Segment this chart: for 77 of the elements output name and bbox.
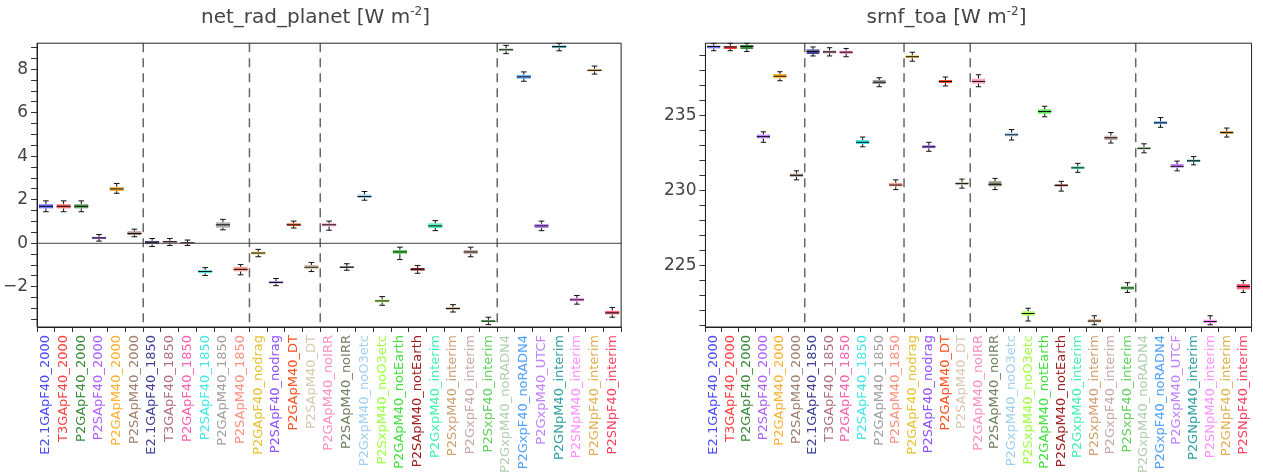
x-tick-label: P2SApF40_2000 bbox=[90, 335, 106, 441]
x-tick-label: P2GxpM40_noO3etc bbox=[355, 335, 371, 467]
x-tick-label: P2SNpM40_interim bbox=[1201, 335, 1217, 459]
x-tick-label: P2SNpM40_interim bbox=[568, 335, 584, 459]
x-tick-label: P2GApM40_DT bbox=[936, 334, 952, 431]
x-tick-label: P2GApF40_nodrag bbox=[249, 335, 265, 455]
x-tick-label: P2GApM40_notEarth bbox=[391, 335, 407, 469]
x-tick-label: P2GNpM40_interim bbox=[1185, 335, 1201, 461]
x-tick-label: P2GApM40_2000 bbox=[108, 335, 124, 446]
x-tick-label: E2.1GApF40_1850 bbox=[143, 335, 159, 455]
y-tick-label: 0 bbox=[17, 231, 29, 252]
x-tick-label: P2SApF40_2000 bbox=[754, 335, 770, 441]
x-tick-label: P2GApF40_1850 bbox=[178, 335, 194, 442]
x-tick-label: P2GApF40_2000 bbox=[72, 335, 88, 442]
x-tick-label: P2GApM40_noIRR bbox=[969, 335, 985, 451]
x-tick-label: T3GApF40_2000 bbox=[54, 335, 70, 444]
x-tick-label: T3GApF40_1850 bbox=[820, 335, 836, 444]
x-tick-label: T3GApF40_1850 bbox=[161, 335, 177, 444]
x-tick-label: P2GxpM40_interim bbox=[426, 335, 442, 458]
y-tick-label: −2 bbox=[3, 275, 29, 296]
x-tick-label: P2GxpF40_noRADN4 bbox=[515, 335, 531, 470]
x-tick-label: P2SApM40_noIRR bbox=[338, 335, 354, 450]
y-tick-label: 235 bbox=[663, 103, 697, 124]
y-tick-label: 2 bbox=[17, 188, 29, 209]
x-tick-label: P2SApM40_notEarth bbox=[1052, 335, 1068, 468]
x-tick-label: P2SNpF40_interim bbox=[1234, 335, 1250, 455]
x-tick-label: P2GApM40_noIRR bbox=[320, 335, 336, 451]
x-tick-label: P2GApM40_1850 bbox=[870, 335, 886, 446]
x-tick-label: P2SApM40_notEarth bbox=[408, 335, 424, 468]
x-tick-label: P2GNpF40_interim bbox=[1218, 335, 1234, 457]
x-tick-label: P2SxpF40_interim bbox=[479, 335, 495, 453]
x-tick-label: E2.1GApF40_2000 bbox=[705, 335, 721, 455]
x-tick-label: P2SApM40_DT bbox=[302, 334, 318, 429]
x-tick-label: P2GxpM40_UTCF bbox=[532, 335, 548, 445]
y-tick-label: 6 bbox=[17, 101, 29, 122]
x-tick-label: P2SxpF40_interim bbox=[1118, 335, 1134, 453]
x-tick-label: P2SApM40_1850 bbox=[231, 335, 247, 445]
x-tick-label: P2SApM40_noIRR bbox=[986, 335, 1002, 450]
x-tick-label: P2GxpM40_noRADN4 bbox=[1135, 335, 1151, 474]
x-tick-label: P2GNpF40_interim bbox=[585, 335, 601, 457]
x-tick-label: P2SApM40_2000 bbox=[787, 335, 803, 445]
x-tick-label: P2GxpM40_noO3etc bbox=[1002, 335, 1018, 467]
x-tick-label: E2.1GApF40_1850 bbox=[804, 335, 820, 455]
x-tick-label: P2GxpF40_interim bbox=[462, 335, 478, 455]
x-tick-label: P2GxpM40_interim bbox=[1069, 335, 1085, 458]
y-tick-label: 4 bbox=[17, 144, 29, 165]
y-tick-label: 230 bbox=[663, 178, 697, 199]
x-tick-label: P2GApM40_notEarth bbox=[1036, 335, 1052, 469]
x-tick-label: P2SApM40_2000 bbox=[125, 335, 141, 445]
chart-title: net_rad_planet [W m$^{-2}$] bbox=[200, 4, 431, 28]
x-tick-label: P2GApM40_DT bbox=[285, 334, 301, 431]
x-tick-label: P2GApF40_1850 bbox=[837, 335, 853, 442]
x-tick-label: P2GxpM40_UTCF bbox=[1168, 335, 1184, 445]
x-tick-label: P2GApM40_1850 bbox=[214, 335, 230, 446]
x-tick-label: P2SApM40_DT bbox=[953, 334, 969, 429]
x-tick-label: P2GxpF40_noRADN4 bbox=[1151, 335, 1167, 470]
x-tick-label: P2SApM40_1850 bbox=[887, 335, 903, 445]
x-tick-label: P2GApF40_2000 bbox=[738, 335, 754, 442]
x-tick-label: P2SApF40_1850 bbox=[854, 335, 870, 441]
x-tick-label: P2SNpF40_interim bbox=[603, 335, 619, 455]
x-tick-label: P2GApM40_2000 bbox=[771, 335, 787, 446]
x-tick-label: P2SxpM40_interim bbox=[444, 335, 460, 457]
x-tick-label: P2GxpF40_interim bbox=[1102, 335, 1118, 455]
y-tick-label: 8 bbox=[17, 57, 29, 78]
x-tick-label: P2SxpM40_interim bbox=[1085, 335, 1101, 457]
x-tick-label: P2GNpM40_interim bbox=[550, 335, 566, 461]
x-tick-label: P2SApF40_nodrag bbox=[267, 335, 283, 454]
chart-title: srnf_toa [W m$^{-2}$] bbox=[865, 4, 1028, 28]
x-tick-label: T3GApF40_2000 bbox=[721, 335, 737, 444]
x-tick-label: P2GxpM40_noRADN4 bbox=[497, 335, 513, 474]
x-tick-label: P2SxpM40_noO3etc bbox=[1019, 335, 1035, 465]
x-tick-label: E2.1GApF40_2000 bbox=[37, 335, 53, 455]
x-tick-label: P2SxpM40_noO3etc bbox=[373, 335, 389, 465]
x-tick-label: P2SApF40_nodrag bbox=[920, 335, 936, 454]
y-tick-label: 225 bbox=[663, 253, 697, 274]
x-tick-label: P2SApF40_1850 bbox=[196, 335, 212, 441]
x-tick-label: P2GApF40_nodrag bbox=[903, 335, 919, 455]
